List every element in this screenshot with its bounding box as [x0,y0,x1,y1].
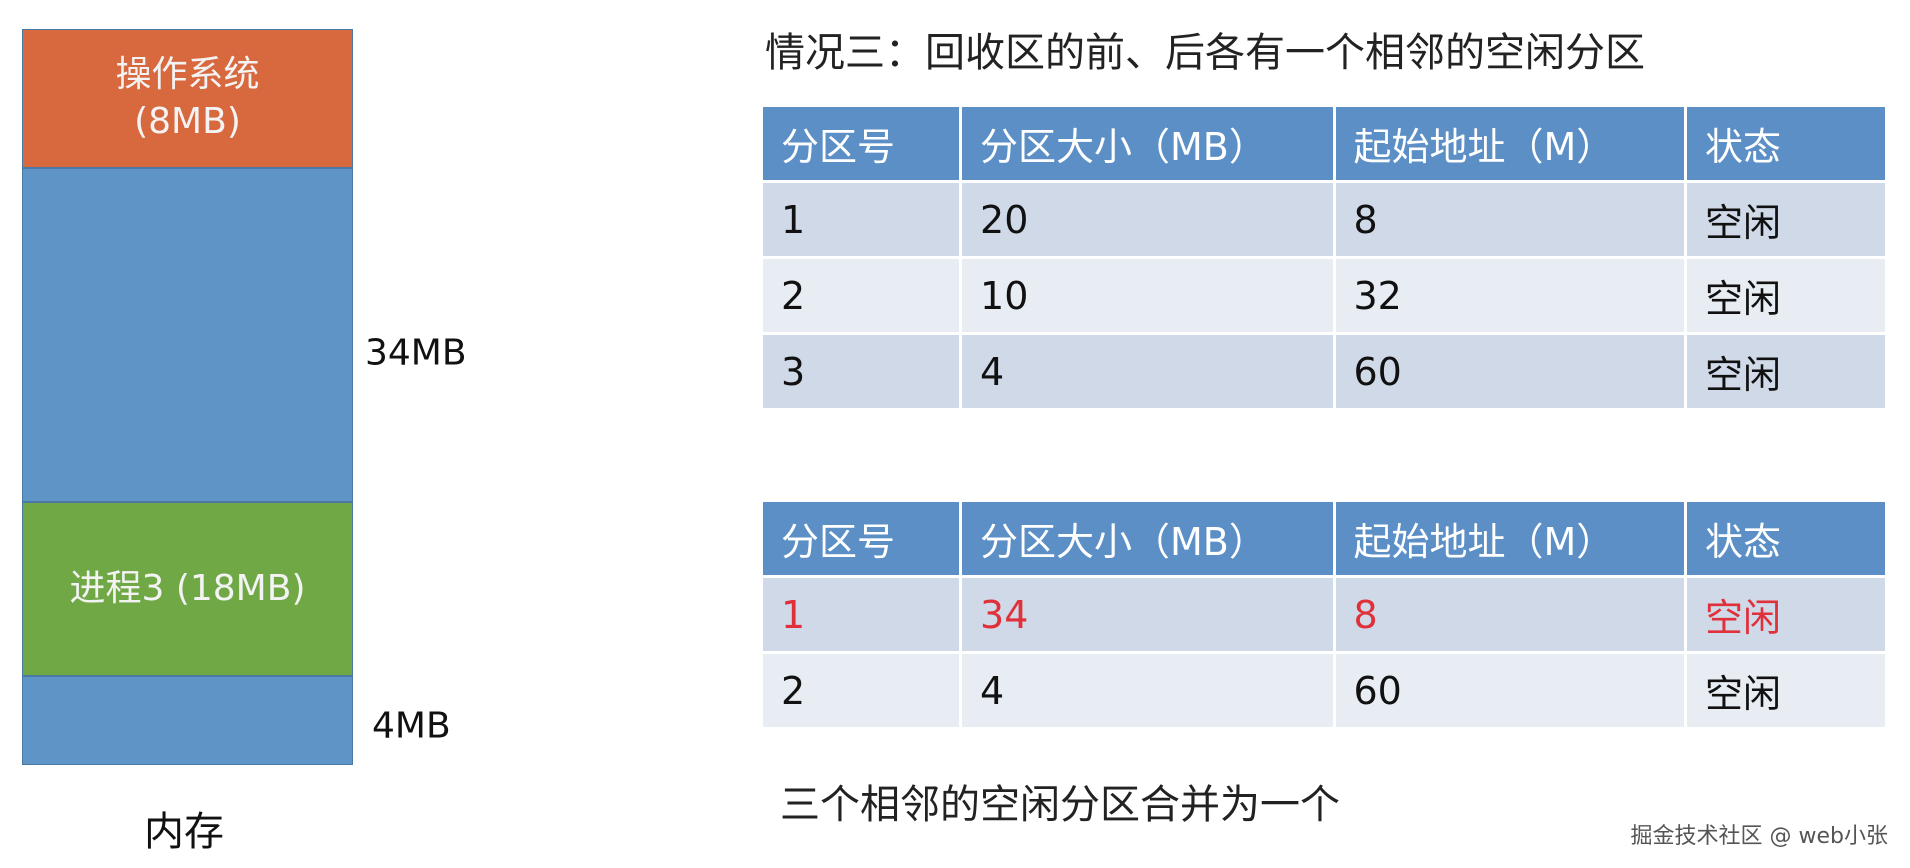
watermark: 掘金技术社区 @ web小张 [1630,824,1888,849]
memory-caption: 内存 [144,809,224,855]
table-row: 2 10 32 空闲 [763,259,1885,332]
cell: 4 [962,654,1333,727]
cell: 20 [962,183,1333,256]
cell: 1 [763,578,960,651]
cell: 2 [763,259,960,332]
memory-block-os: 操作系统 (8MB) [22,29,353,168]
cell: 3 [763,335,960,408]
slide-title: 情况三：回收区的前、后各有一个相邻的空闲分区 [765,30,1645,76]
header-size: 分区大小（MB） [962,107,1333,180]
os-size-label: (8MB) [134,100,241,142]
header-start: 起始地址（M） [1335,502,1684,575]
header-status: 状态 [1686,502,1885,575]
table-after: 分区号 分区大小（MB） 起始地址（M） 状态 1 34 8 空闲 2 4 60 空闲 [760,499,1888,730]
cell: 60 [1335,335,1684,408]
free-size-label-4: 4MB [372,705,451,747]
header-partition-no: 分区号 [763,502,960,575]
cell: 2 [763,654,960,727]
cell: 8 [1335,183,1684,256]
memory-block-free-34 [22,168,353,502]
cell: 10 [962,259,1333,332]
table-row: 3 4 60 空闲 [763,335,1885,408]
table-header: 分区号 分区大小（MB） 起始地址（M） 状态 [763,107,1885,180]
cell: 空闲 [1686,259,1885,332]
cell: 4 [962,335,1333,408]
cell: 34 [962,578,1333,651]
cell: 空闲 [1686,335,1885,408]
conclusion-text: 三个相邻的空闲分区合并为一个 [780,782,1340,828]
header-size: 分区大小（MB） [962,502,1333,575]
os-label: 操作系统 [115,53,260,95]
cell: 空闲 [1686,183,1885,256]
table-header: 分区号 分区大小（MB） 起始地址（M） 状态 [763,502,1885,575]
memory-block-free-4 [22,676,353,765]
table-row-merged: 1 34 8 空闲 [763,578,1885,651]
table-row: 1 20 8 空闲 [763,183,1885,256]
cell: 1 [763,183,960,256]
header-partition-no: 分区号 [763,107,960,180]
cell: 8 [1335,578,1684,651]
free-size-label-34: 34MB [365,332,467,374]
header-start: 起始地址（M） [1335,107,1684,180]
table-before: 分区号 分区大小（MB） 起始地址（M） 状态 1 20 8 空闲 2 10 32 空闲 3… [760,104,1888,411]
cell: 60 [1335,654,1684,727]
table-row: 2 4 60 空闲 [763,654,1885,727]
process-label: 进程3 (18MB) [69,567,306,609]
memory-block-process3: 进程3 (18MB) [22,502,353,676]
cell: 空闲 [1686,578,1885,651]
cell: 空闲 [1686,654,1885,727]
header-status: 状态 [1686,107,1885,180]
cell: 32 [1335,259,1684,332]
